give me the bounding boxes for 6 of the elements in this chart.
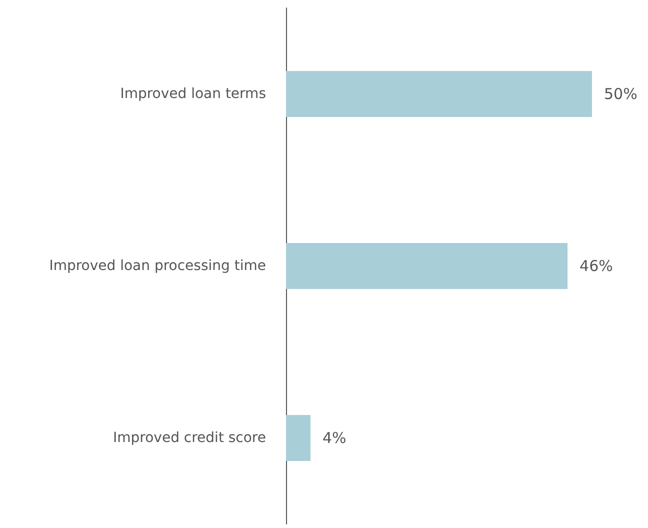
y-tick-label: Improved loan processing time bbox=[49, 258, 266, 274]
data-label: 50% bbox=[604, 85, 638, 103]
data-label: 4% bbox=[322, 429, 346, 447]
data-label: 46% bbox=[580, 257, 613, 275]
y-tick-label: Improved loan terms bbox=[120, 86, 266, 102]
y-tick-label: Improved credit score bbox=[113, 430, 266, 446]
